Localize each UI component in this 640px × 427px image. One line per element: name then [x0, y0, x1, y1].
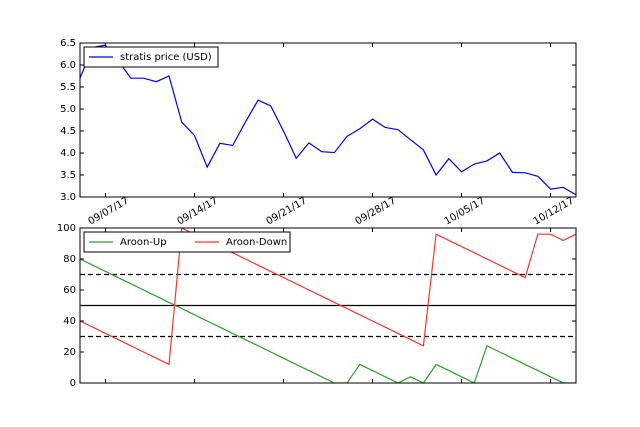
y-tick-label: 6.5 [60, 38, 76, 49]
y-tick-label: 5.5 [60, 82, 76, 93]
y-tick-label: 40 [63, 316, 76, 327]
legend-box [83, 46, 219, 68]
legend-label: Aroon-Down [226, 237, 287, 248]
y-tick-label: 3.0 [60, 192, 76, 203]
plot-area [80, 44, 576, 196]
series-line [80, 44, 576, 196]
plot-area [80, 228, 576, 383]
y-tick-label: 80 [63, 254, 76, 265]
y-tick-label: 100 [57, 223, 76, 234]
y-tick-label: 5.0 [60, 104, 76, 115]
y-tick-label: 4.5 [60, 126, 76, 137]
axes-frame [79, 227, 577, 384]
series-line [80, 228, 576, 366]
legend-label: stratis price (USD) [120, 52, 212, 63]
legend-label: Aroon-Up [120, 237, 167, 248]
y-tick-label: 6.0 [60, 60, 76, 71]
y-tick-label: 60 [63, 285, 76, 296]
y-tick-label: 0 [70, 378, 76, 389]
series-line [80, 258, 576, 383]
legend-box [83, 231, 291, 253]
axes-frame [79, 42, 577, 198]
y-tick-label: 3.5 [60, 170, 76, 181]
y-tick-label: 20 [63, 347, 76, 358]
y-tick-label: 4.0 [60, 148, 76, 159]
